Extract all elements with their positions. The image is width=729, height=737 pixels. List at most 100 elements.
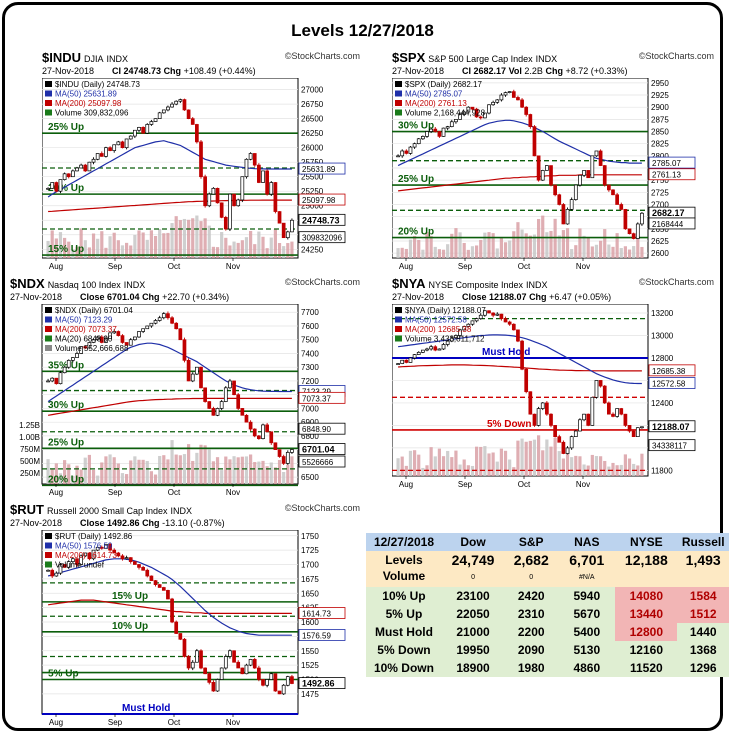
value-tag-text: 2785.07 <box>652 159 681 168</box>
candle-body <box>232 380 236 396</box>
candle-body <box>87 342 92 349</box>
candle-body <box>244 158 249 178</box>
volume-bar <box>187 219 191 258</box>
volume-bar <box>623 454 627 476</box>
candle-body <box>199 141 203 178</box>
y-tick-label: 1700 <box>301 561 319 570</box>
volume-bar <box>516 440 520 476</box>
legend-swatch <box>45 81 52 87</box>
x-tick-label: Aug <box>399 262 413 271</box>
volume-bar <box>75 465 79 484</box>
value-tag-text: 1492.86 <box>302 679 335 689</box>
candle-body <box>285 231 290 239</box>
x-tick-label: Nov <box>576 262 590 271</box>
y-tick-label: 1650 <box>301 589 319 598</box>
volume-bar <box>133 234 137 258</box>
ma200-line <box>398 174 642 192</box>
volume-bar <box>199 221 203 258</box>
y-tick-label: 26250 <box>301 129 324 138</box>
value-tag <box>298 455 346 468</box>
legend-entry: Volume 309,832,096 <box>55 109 129 118</box>
row-label: Volume <box>382 569 426 583</box>
candle-body <box>516 97 520 101</box>
volume-bar <box>211 461 215 484</box>
volume-bar <box>603 229 607 258</box>
volume-bar <box>215 457 220 484</box>
volume-bar <box>277 243 282 258</box>
quote-values: Close 6701.04 Chg +22.70 (+0.34%) <box>80 292 229 302</box>
quote-chg: +22.70 (+0.34%) <box>162 292 230 302</box>
volume-bar <box>607 466 611 476</box>
quote-ci: Close 6701.04 <box>80 292 140 302</box>
legend-entry: MA(200) 7073.37 <box>55 325 117 334</box>
candle-body <box>499 313 504 319</box>
candle-body <box>54 182 59 192</box>
candle-body <box>412 143 417 148</box>
quote-chg: +6.47 (+0.05%) <box>549 292 612 302</box>
candle-body <box>91 549 96 560</box>
level-label: 25% Up <box>398 174 434 185</box>
volume-bar <box>199 444 203 484</box>
volume-bar <box>129 460 133 484</box>
candle-body <box>503 318 508 323</box>
value-tag-text: 6701.04 <box>302 445 335 455</box>
candle-body <box>445 340 450 345</box>
volume-bar <box>108 236 112 258</box>
volume-bar <box>578 228 582 258</box>
legend-swatch <box>395 90 402 97</box>
candle-body <box>615 408 619 417</box>
candle-body <box>400 359 405 364</box>
candle-body <box>66 359 71 368</box>
candle-body <box>408 146 413 154</box>
volume-bar <box>290 241 294 258</box>
value-tag <box>298 231 346 244</box>
volume-tick-label: 750M <box>20 445 40 454</box>
volume-bar <box>594 456 599 476</box>
candle-body <box>161 109 166 114</box>
index-name: S&P 500 Large Cap Index <box>428 54 533 64</box>
volume-bar <box>46 240 50 258</box>
candle-body <box>623 413 628 426</box>
volume-bar <box>553 218 557 258</box>
volume-bar <box>67 464 71 484</box>
volume-bar <box>632 246 636 258</box>
volume-bar <box>400 456 404 476</box>
x-tick-label: Oct <box>518 262 531 271</box>
candle-body <box>170 317 174 324</box>
y-tick-label: 13000 <box>651 331 674 340</box>
quote-date: 27-Nov-2018 <box>10 518 63 528</box>
y-tick-label: 7600 <box>301 322 319 331</box>
candle-body <box>627 425 632 432</box>
level-label: 15% Up <box>112 591 148 602</box>
candle-body <box>133 129 137 137</box>
candle-body <box>454 119 458 123</box>
ma200-line <box>47 397 292 416</box>
volume-bar <box>63 460 67 484</box>
candle-body <box>598 150 603 166</box>
symbol-text: $INDU <box>42 50 82 65</box>
value-tag-text: 1576.59 <box>302 631 331 640</box>
legend-swatch <box>395 109 402 116</box>
candle-body <box>199 366 203 389</box>
candle-body <box>257 164 261 183</box>
candle-body <box>75 167 79 172</box>
volume-bar <box>261 236 265 258</box>
volume-bar <box>50 469 54 484</box>
table-cell: 5130 <box>558 641 616 659</box>
candle-body <box>174 322 179 330</box>
exchange: INDX <box>123 280 146 290</box>
candle-body <box>62 173 67 180</box>
chart-symbol: $SPX S&P 500 Large Cap Index INDX <box>392 50 557 65</box>
x-tick-label: Aug <box>399 480 413 489</box>
candle-body <box>487 104 491 114</box>
legend-entry: MA(200) 12685.38 <box>405 325 472 334</box>
volume-bar <box>158 228 162 258</box>
candle-body <box>145 569 150 577</box>
volume-bar <box>520 229 524 258</box>
candle-body <box>507 321 512 325</box>
volume-bar <box>532 439 537 476</box>
value-tag <box>298 193 346 206</box>
candle-body <box>219 667 224 680</box>
candle-body <box>95 153 100 160</box>
volume-bar <box>636 229 640 258</box>
